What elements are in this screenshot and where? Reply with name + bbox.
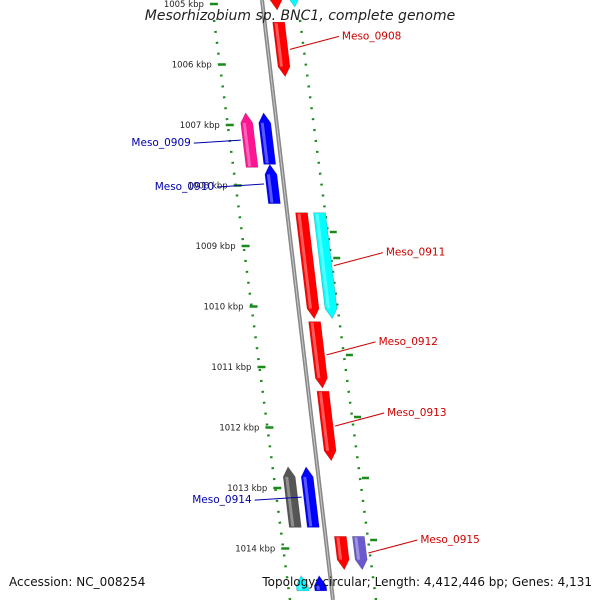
genome-title: Mesorhizobium sp. BNC1, complete genome [0, 8, 600, 24]
label-leader-g10 [335, 413, 384, 426]
genome-summary-label: Topology: circular; Length: 4,412,446 bp… [262, 575, 592, 589]
ruler-label-1011: 1011 kbp [211, 363, 251, 373]
gene-arrow-g9[interactable] [309, 322, 328, 389]
gene-arrow-g14[interactable] [352, 536, 367, 569]
gene-label-g10[interactable]: Meso_0913 [387, 407, 446, 419]
gene-label-g3[interactable]: Meso_0908 [342, 30, 401, 42]
ruler-label-1014: 1014 kbp [235, 545, 275, 555]
gene-label-g12[interactable]: Meso_0914 [192, 494, 252, 506]
ruler-label-1013: 1013 kbp [227, 484, 267, 494]
gene-label-g14[interactable]: Meso_0915 [420, 534, 479, 546]
gene-arrow-g2[interactable] [286, 0, 300, 7]
label-leader-g4 [194, 140, 241, 143]
gene-arrow-g13[interactable] [334, 536, 349, 569]
label-leader-g8 [334, 253, 383, 266]
ruler-label-1010: 1010 kbp [203, 303, 243, 313]
gene-track [241, 0, 367, 591]
ruler-label-1012: 1012 kbp [219, 424, 259, 434]
label-leader-g9 [327, 342, 376, 355]
label-leader-g14 [368, 540, 417, 553]
ruler-label-1007: 1007 kbp [180, 121, 220, 131]
ruler-label-1009: 1009 kbp [196, 242, 236, 252]
gene-label-g4[interactable]: Meso_0909 [131, 137, 190, 149]
label-leader-g3 [290, 36, 339, 49]
gene-label-g8[interactable]: Meso_0911 [386, 247, 445, 259]
ruler-label-1006: 1006 kbp [172, 61, 212, 71]
gene-label-g9[interactable]: Meso_0912 [379, 336, 438, 348]
gene-label-g6[interactable]: Meso_0910 [155, 181, 214, 193]
accession-label: Accession: NC_008254 [9, 575, 145, 589]
gene-arrow-g3[interactable] [273, 22, 290, 76]
